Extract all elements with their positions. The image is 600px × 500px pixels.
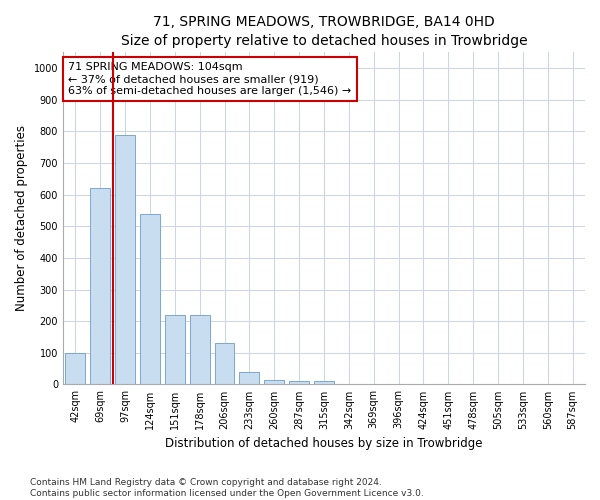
Bar [239, 372, 259, 384]
Bar [90, 188, 110, 384]
Text: 71 SPRING MEADOWS: 104sqm
← 37% of detached houses are smaller (919)
63% of semi: 71 SPRING MEADOWS: 104sqm ← 37% of detac… [68, 62, 352, 96]
X-axis label: Distribution of detached houses by size in Trowbridge: Distribution of detached houses by size … [165, 437, 483, 450]
Bar [215, 344, 235, 384]
Bar [140, 214, 160, 384]
Y-axis label: Number of detached properties: Number of detached properties [15, 126, 28, 312]
Bar [264, 380, 284, 384]
Bar [65, 353, 85, 384]
Bar [190, 315, 209, 384]
Bar [115, 134, 135, 384]
Bar [289, 380, 309, 384]
Bar [314, 382, 334, 384]
Bar [165, 315, 185, 384]
Text: Contains HM Land Registry data © Crown copyright and database right 2024.
Contai: Contains HM Land Registry data © Crown c… [30, 478, 424, 498]
Title: 71, SPRING MEADOWS, TROWBRIDGE, BA14 0HD
Size of property relative to detached h: 71, SPRING MEADOWS, TROWBRIDGE, BA14 0HD… [121, 15, 527, 48]
